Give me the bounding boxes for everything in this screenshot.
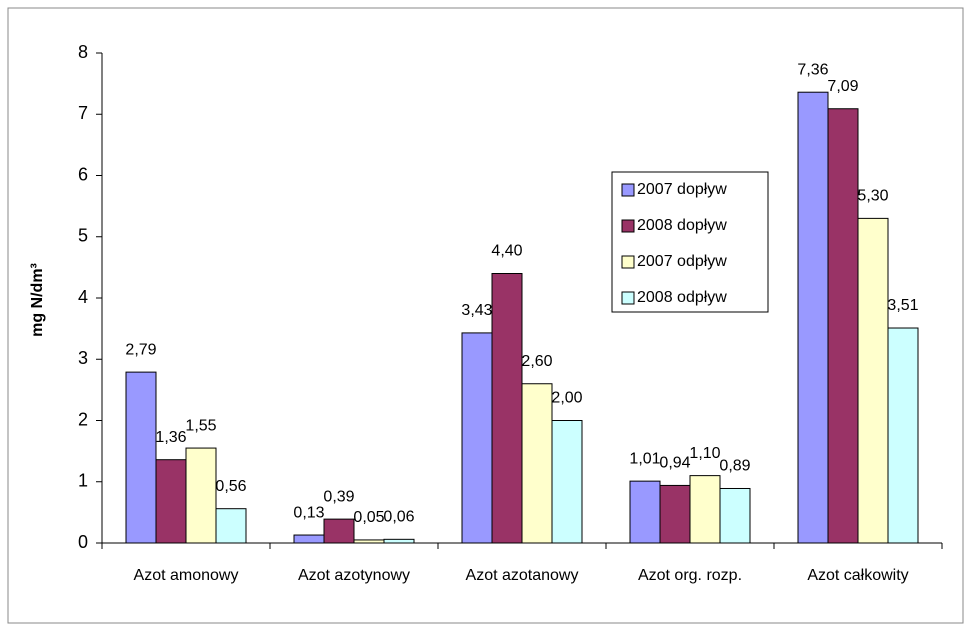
data-label: 3,51: [887, 297, 918, 314]
data-label: 1,55: [185, 417, 216, 434]
data-label: 2,79: [125, 341, 156, 358]
data-label: 0,94: [659, 455, 690, 472]
y-tick-label: 3: [78, 348, 88, 368]
x-tick-label: Azot org. rozp.: [638, 567, 742, 584]
bar: [659, 484, 691, 544]
bar: [857, 217, 889, 544]
bar: [353, 539, 385, 544]
data-label: 0,05: [353, 509, 384, 526]
y-tick-label: 5: [78, 226, 88, 246]
data-label: 4,40: [491, 243, 522, 260]
bar: [827, 108, 859, 544]
data-label: 2,00: [551, 390, 582, 407]
data-label: 0,56: [215, 478, 246, 495]
bar: [629, 480, 661, 544]
data-label: 3,43: [461, 302, 492, 319]
data-label: 0,06: [383, 509, 414, 526]
bar: [383, 538, 415, 544]
y-tick-label: 7: [78, 103, 88, 123]
data-label: 0,13: [293, 504, 324, 521]
x-tick-label: Azot amonowy: [134, 567, 239, 584]
x-tick-label: Azot azotynowy: [298, 567, 410, 584]
bar: [461, 332, 493, 544]
legend-label: 2008 odpływ: [637, 289, 727, 306]
legend-swatch: [621, 183, 635, 197]
data-label: 7,09: [827, 78, 858, 95]
bar: [551, 420, 583, 544]
y-tick-label: 1: [78, 471, 88, 491]
bar: [293, 534, 325, 544]
bar: [491, 273, 523, 544]
y-axis-label: mg N/dm³: [29, 263, 46, 337]
x-tick-label: Azot azotanowy: [466, 567, 579, 584]
bar: [521, 383, 553, 544]
legend-label: 2008 dopływ: [637, 217, 727, 234]
y-tick-label: 2: [78, 409, 88, 429]
bar: [719, 487, 751, 544]
x-tick-label: Azot całkowity: [807, 567, 908, 584]
data-label: 5,30: [857, 188, 888, 205]
legend-swatch: [621, 255, 635, 269]
legend-swatch: [621, 219, 635, 233]
data-label: 0,39: [323, 488, 354, 505]
y-tick-label: 4: [78, 287, 88, 307]
bar: [689, 475, 721, 544]
data-label: 7,36: [797, 61, 828, 78]
y-tick-label: 8: [78, 42, 88, 62]
bar: [185, 447, 217, 544]
data-label: 1,36: [155, 429, 186, 446]
bar: [323, 518, 355, 544]
data-label: 1,01: [629, 450, 660, 467]
legend: [611, 171, 769, 313]
data-label: 0,89: [719, 458, 750, 475]
bar: [125, 371, 157, 544]
legend-swatch: [621, 291, 635, 305]
y-tick-label: 6: [78, 164, 88, 184]
bar: [215, 508, 247, 544]
bar: [887, 327, 919, 544]
bar: [155, 459, 187, 544]
y-tick-label: 0: [78, 532, 88, 552]
data-label: 1,10: [689, 445, 720, 462]
data-label: 2,60: [521, 353, 552, 370]
bar: [797, 91, 829, 544]
legend-label: 2007 dopływ: [637, 181, 727, 198]
legend-label: 2007 odpływ: [637, 253, 727, 270]
